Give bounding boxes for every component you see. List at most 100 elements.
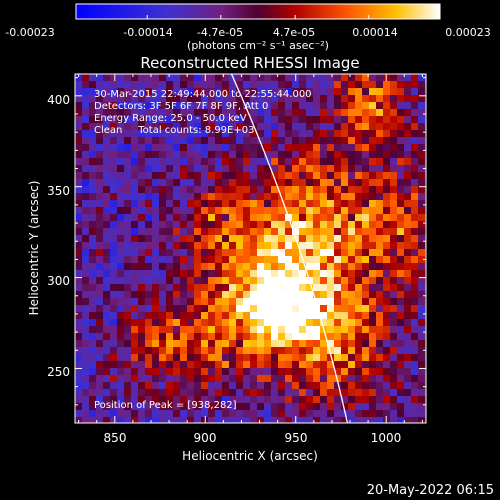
heatmap-cell xyxy=(96,249,104,257)
heatmap-cell xyxy=(264,95,272,103)
heatmap-cell xyxy=(187,214,195,222)
heatmap-cell xyxy=(152,382,160,390)
heatmap-cell xyxy=(313,256,321,264)
heatmap-cell xyxy=(243,270,251,278)
heatmap-cell xyxy=(82,403,90,411)
heatmap-cell xyxy=(369,165,377,173)
heatmap-cell xyxy=(264,165,272,173)
heatmap-cell xyxy=(117,256,125,264)
y-tick-label-300: 300 xyxy=(47,274,70,288)
heatmap-cell xyxy=(194,277,202,285)
heatmap-cell xyxy=(278,109,286,117)
heatmap-cell xyxy=(131,361,139,369)
heatmap-cell xyxy=(152,249,160,257)
heatmap-cell xyxy=(131,298,139,306)
heatmap-cell xyxy=(194,95,202,103)
heatmap-cell xyxy=(215,242,223,250)
heatmap-cell xyxy=(348,186,356,194)
heatmap-cell xyxy=(117,123,125,131)
heatmap-cell xyxy=(327,144,335,152)
heatmap-cell xyxy=(362,200,370,208)
heatmap-cell xyxy=(390,389,398,397)
heatmap-cell xyxy=(82,228,90,236)
heatmap-cell xyxy=(257,228,265,236)
heatmap-cell xyxy=(222,242,230,250)
heatmap-cell xyxy=(341,375,349,383)
heatmap-cell xyxy=(376,207,384,215)
heatmap-cell xyxy=(334,137,342,145)
heatmap-cell xyxy=(208,368,216,376)
heatmap-cell xyxy=(236,249,244,257)
heatmap-cell xyxy=(96,221,104,229)
heatmap-cell xyxy=(159,417,167,423)
heatmap-cell xyxy=(397,242,405,250)
heatmap-cell xyxy=(341,249,349,257)
heatmap-cell xyxy=(152,102,160,110)
heatmap-cell xyxy=(383,144,391,152)
heatmap-cell xyxy=(236,361,244,369)
heatmap-cell xyxy=(159,179,167,187)
heatmap-cell xyxy=(250,298,258,306)
heatmap-cell xyxy=(117,291,125,299)
heatmap-cell xyxy=(334,228,342,236)
heatmap-cell xyxy=(411,165,419,173)
heatmap-cell xyxy=(152,298,160,306)
heatmap-cell xyxy=(103,417,111,423)
heatmap-cell xyxy=(159,305,167,313)
heatmap-cell xyxy=(278,410,286,418)
heatmap-cell xyxy=(334,291,342,299)
heatmap-cell xyxy=(124,186,132,194)
heatmap-cell xyxy=(404,249,412,257)
heatmap-cell xyxy=(418,403,426,411)
heatmap-cell xyxy=(208,221,216,229)
heatmap-cell xyxy=(208,256,216,264)
heatmap-cell xyxy=(292,403,300,411)
heatmap-cell xyxy=(180,284,188,292)
heatmap-cell xyxy=(96,116,104,124)
heatmap-cell xyxy=(180,242,188,250)
heatmap-cell xyxy=(222,88,230,96)
heatmap-cell xyxy=(348,165,356,173)
heatmap-cell xyxy=(131,368,139,376)
heatmap-cell xyxy=(376,291,384,299)
heatmap-cell xyxy=(376,165,384,173)
heatmap-cell xyxy=(173,361,181,369)
heatmap-cell xyxy=(383,396,391,404)
heatmap-cell xyxy=(194,410,202,418)
heatmap-cell xyxy=(229,228,237,236)
heatmap-cell xyxy=(369,179,377,187)
heatmap-cell xyxy=(299,375,307,383)
heatmap-cell xyxy=(89,81,97,89)
heatmap-cell xyxy=(362,298,370,306)
heatmap-cell xyxy=(201,249,209,257)
heatmap-cell xyxy=(250,137,258,145)
heatmap-cell xyxy=(173,137,181,145)
heatmap-cell xyxy=(208,389,216,397)
heatmap-cell xyxy=(411,81,419,89)
heatmap-cell xyxy=(418,312,426,320)
heatmap-cell xyxy=(103,193,111,201)
heatmap-cell xyxy=(215,228,223,236)
heatmap-cell xyxy=(229,305,237,313)
heatmap-cell xyxy=(82,158,90,166)
heatmap-cell xyxy=(222,263,230,271)
heatmap-cell xyxy=(75,319,83,327)
heatmap-cell xyxy=(348,354,356,362)
heatmap-cell xyxy=(89,403,97,411)
heatmap-cell xyxy=(229,340,237,348)
heatmap-cell xyxy=(341,396,349,404)
heatmap-cell xyxy=(404,319,412,327)
heatmap-cell xyxy=(292,305,300,313)
heatmap-cell xyxy=(397,186,405,194)
heatmap-cell xyxy=(383,81,391,89)
heatmap-cell xyxy=(222,109,230,117)
heatmap-cell xyxy=(278,326,286,334)
heatmap-cell xyxy=(124,361,132,369)
heatmap-cell xyxy=(243,207,251,215)
heatmap-cell xyxy=(334,389,342,397)
heatmap-cell xyxy=(264,368,272,376)
heatmap-cell xyxy=(362,361,370,369)
heatmap-cell xyxy=(341,151,349,159)
heatmap-cell xyxy=(327,95,335,103)
heatmap-cell xyxy=(117,368,125,376)
